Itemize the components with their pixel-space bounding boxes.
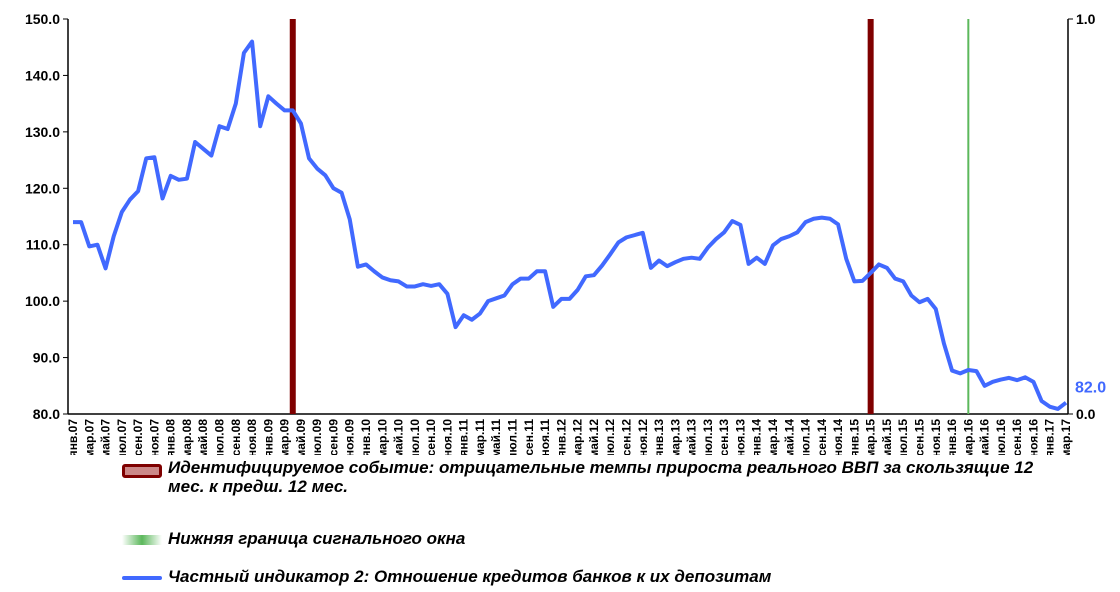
y-tick-label: 130.0 (25, 124, 60, 140)
x-tick-label: янв.13 (652, 419, 666, 455)
x-tick-label: мар.10 (375, 419, 389, 455)
x-tick-label: июл.13 (701, 419, 715, 455)
x-tick-label: ноя.11 (538, 419, 552, 455)
x-tick-label: май.08 (196, 419, 210, 455)
x-tick-label: июл.12 (603, 419, 617, 455)
x-tick-label: мар.07 (82, 419, 96, 455)
x-tick-label: мар.11 (473, 419, 487, 455)
x-tick-label: ноя.09 (343, 419, 357, 455)
x-tick-label: мар.09 (278, 419, 292, 455)
legend-label: Нижняя граница сигнального окна (168, 529, 466, 548)
x-tick-label: янв.15 (847, 419, 861, 455)
legend-item: Нижняя граница сигнального окна (122, 529, 1062, 548)
x-tick-label: июл.09 (310, 419, 324, 455)
y-tick-label: 90.0 (33, 350, 60, 366)
x-tick-label: май.10 (392, 419, 406, 455)
legend-label: Идентифицируемое событие: отрицательные … (168, 458, 1034, 496)
y2-tick-label: 1.0 (1076, 11, 1096, 27)
x-tick-label: сен.10 (424, 419, 438, 455)
x-tick-label: янв.12 (554, 419, 568, 455)
event-bar (289, 19, 296, 414)
x-tick-label: мар.13 (668, 419, 682, 455)
x-tick-label: сен.15 (912, 419, 926, 455)
x-tick-label: ноя.16 (1026, 419, 1040, 455)
x-tick-label: ноя.14 (831, 419, 845, 455)
x-tick-label: мар.14 (766, 419, 780, 455)
x-tick-label: май.13 (685, 419, 699, 455)
x-tick-label: янв.08 (164, 419, 178, 455)
legend-item: Частный индикатор 2: Отношение кредитов … (122, 567, 1062, 586)
x-tick-label: май.07 (99, 419, 113, 455)
x-tick-label: мар.12 (571, 419, 585, 455)
x-tick-label: янв.11 (457, 419, 471, 455)
x-tick-label: мар.15 (864, 419, 878, 455)
y-tick-label: 100.0 (25, 293, 60, 309)
chart: 80.0 90.0 100.0 110.0 120.0 130.0 140.0 150.0 0.… (25, 11, 1106, 455)
x-tick-label: ноя.13 (733, 419, 747, 455)
x-tick-label: май.09 (294, 419, 308, 455)
x-tick-label: ноя.12 (636, 419, 650, 455)
y-tick-label: 150.0 (25, 11, 60, 27)
x-tick-label: ноя.07 (147, 419, 161, 455)
x-tick-label: июл.10 (408, 419, 422, 455)
x-tick-label: янв.17 (1043, 419, 1057, 455)
legend-swatch (122, 535, 162, 545)
x-tick-label: янв.09 (261, 419, 275, 455)
x-tick-label: июл.15 (896, 419, 910, 455)
x-tick-label: июл.07 (115, 419, 129, 455)
x-tick-label: сен.08 (229, 419, 243, 455)
x-tick-label: сен.13 (717, 419, 731, 455)
legend-swatch (122, 576, 162, 580)
x-tick-label: май.11 (489, 419, 503, 455)
x-tick-label: сен.12 (619, 419, 633, 455)
x-tick-label: май.15 (880, 419, 894, 455)
x-tick-label: сен.09 (326, 419, 340, 455)
x-tick-label: янв.10 (359, 419, 373, 455)
x-tick-label: мар.08 (180, 419, 194, 455)
x-tick-label: ноя.10 (440, 419, 454, 455)
data-label: 82.0 (1075, 380, 1106, 397)
event-bar (867, 19, 874, 414)
x-tick-label: июл.08 (213, 419, 227, 455)
x-tick-label: янв.14 (750, 419, 764, 455)
event-bar (967, 19, 970, 414)
x-tick-label: мар.16 (961, 419, 975, 455)
x-tick-label: янв.07 (66, 419, 80, 455)
x-tick-label: май.16 (978, 419, 992, 455)
x-tick-label: ноя.15 (929, 419, 943, 455)
x-tick-label: июл.11 (506, 419, 520, 455)
x-tick-label: июл.14 (799, 419, 813, 455)
x-tick-label: сен.11 (522, 419, 536, 455)
x-tick-label: ноя.08 (245, 419, 259, 455)
x-tick-label: мар.17 (1059, 419, 1073, 455)
y-tick-label: 110.0 (26, 237, 60, 253)
y-tick-label: 120.0 (25, 180, 60, 196)
legend-swatch (122, 464, 162, 478)
x-tick-label: июл.16 (994, 419, 1008, 455)
x-tick-label: май.14 (782, 419, 796, 455)
x-tick-label: май.12 (587, 419, 601, 455)
x-tick-label: сен.14 (815, 419, 829, 455)
x-tick-label: сен.16 (1010, 419, 1024, 455)
x-tick-label: сен.07 (131, 419, 145, 455)
legend-item: Идентифицируемое событие: отрицательные … (122, 458, 1062, 496)
x-tick-label: янв.16 (945, 419, 959, 455)
indicator-line (73, 39, 1068, 411)
y2-tick-label: 0.0 (1076, 406, 1096, 422)
legend-label: Частный индикатор 2: Отношение кредитов … (168, 567, 772, 586)
y-tick-label: 140.0 (25, 67, 60, 83)
y-tick-label: 80.0 (33, 406, 60, 422)
